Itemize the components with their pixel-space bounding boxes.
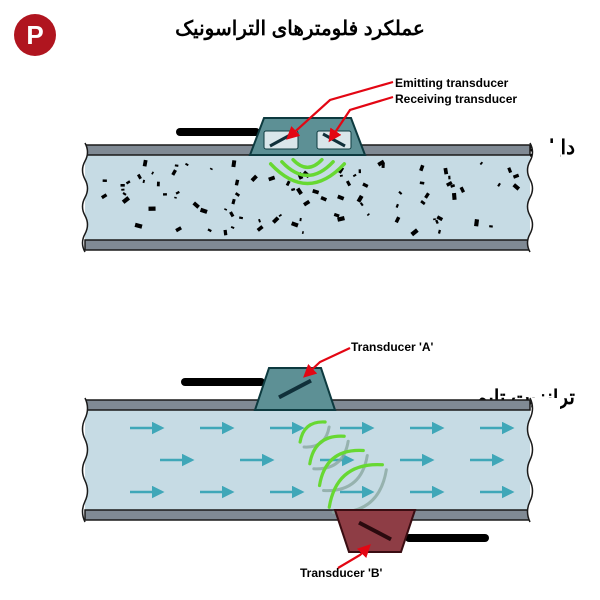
- diagram-canvas: [0, 0, 600, 600]
- transit-diagram: [55, 348, 560, 568]
- pipe-wall-bottom: [85, 510, 530, 520]
- pipe-wall-bottom: [85, 240, 530, 250]
- doppler-diagram: [55, 82, 560, 252]
